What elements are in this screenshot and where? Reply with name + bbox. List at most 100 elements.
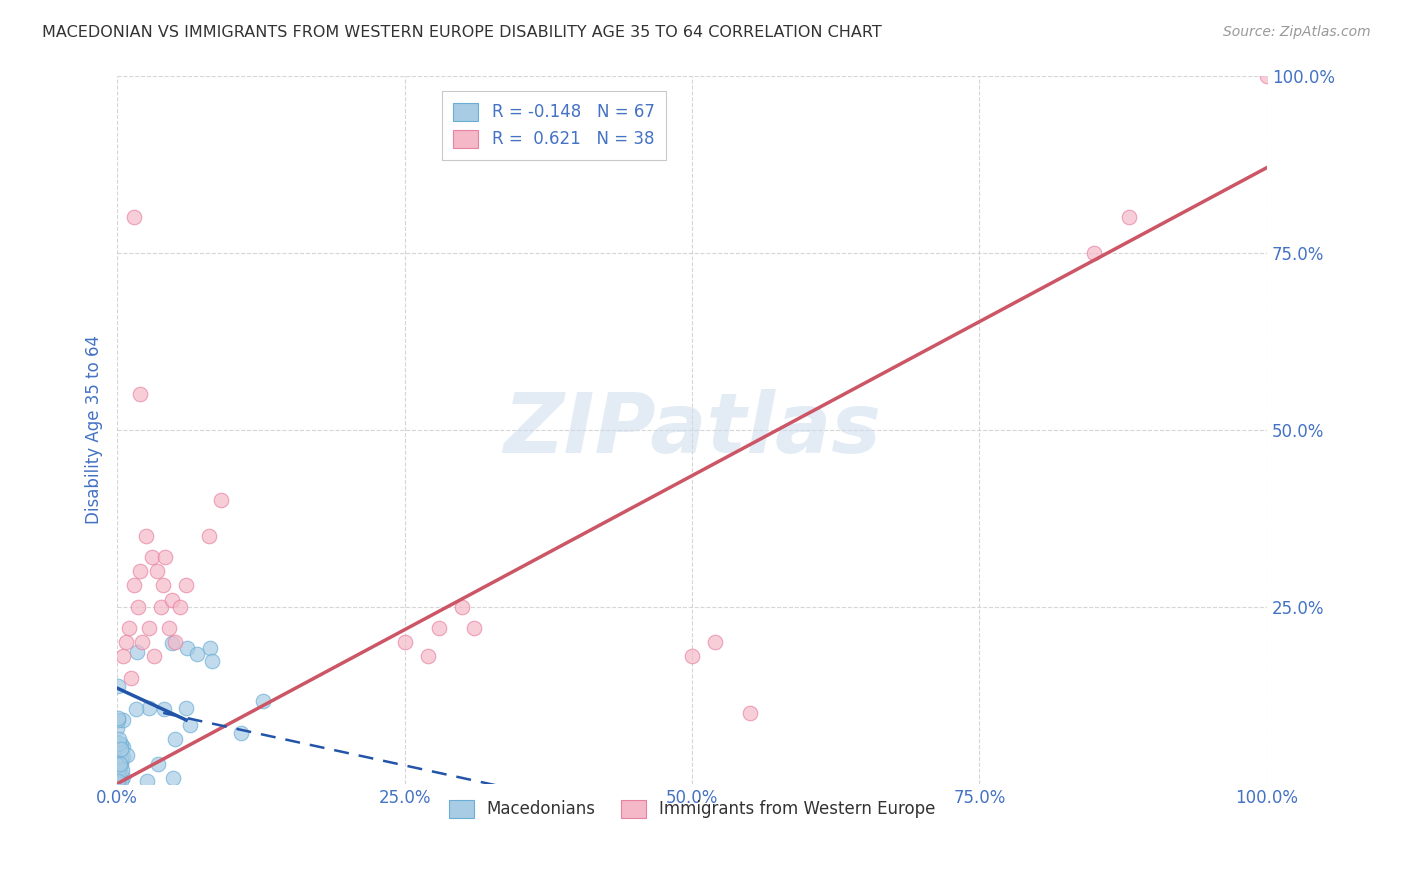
Point bbox=[135, 774, 157, 789]
Point bbox=[107, 747, 129, 761]
Point bbox=[127, 599, 149, 614]
Text: Source: ZipAtlas.com: Source: ZipAtlas.com bbox=[1223, 25, 1371, 39]
Point bbox=[146, 564, 169, 578]
Point bbox=[107, 756, 129, 770]
Point bbox=[152, 578, 174, 592]
Text: ZIPatlas: ZIPatlas bbox=[503, 389, 882, 470]
Point bbox=[129, 564, 152, 578]
Point bbox=[209, 493, 232, 508]
Point bbox=[107, 748, 129, 763]
Point bbox=[186, 647, 208, 661]
Point bbox=[124, 210, 146, 224]
Point bbox=[160, 636, 183, 650]
Point bbox=[110, 737, 132, 751]
Point bbox=[105, 775, 128, 789]
Point bbox=[120, 671, 142, 685]
Point bbox=[108, 741, 131, 756]
Point bbox=[112, 750, 135, 764]
Point bbox=[110, 771, 132, 785]
Point bbox=[704, 635, 727, 649]
Point bbox=[110, 751, 132, 765]
Text: MACEDONIAN VS IMMIGRANTS FROM WESTERN EUROPE DISABILITY AGE 35 TO 64 CORRELATION: MACEDONIAN VS IMMIGRANTS FROM WESTERN EU… bbox=[42, 25, 882, 40]
Point bbox=[108, 762, 131, 776]
Point bbox=[107, 771, 129, 785]
Point bbox=[115, 635, 138, 649]
Point bbox=[1083, 245, 1105, 260]
Point bbox=[108, 756, 131, 771]
Point bbox=[110, 742, 132, 756]
Point bbox=[416, 649, 439, 664]
Point bbox=[146, 756, 169, 771]
Point bbox=[108, 759, 131, 773]
Point bbox=[110, 768, 132, 782]
Point bbox=[118, 621, 141, 635]
Point bbox=[141, 550, 163, 565]
Point bbox=[108, 772, 131, 787]
Point bbox=[107, 755, 129, 769]
Point bbox=[105, 767, 128, 781]
Point bbox=[110, 756, 132, 771]
Point bbox=[153, 702, 176, 716]
Point bbox=[105, 764, 128, 778]
Point bbox=[108, 756, 131, 770]
Point bbox=[110, 774, 132, 789]
Point bbox=[176, 641, 198, 656]
Point bbox=[179, 717, 201, 731]
Legend: Macedonians, Immigrants from Western Europe: Macedonians, Immigrants from Western Eur… bbox=[441, 793, 942, 825]
Point bbox=[111, 739, 134, 754]
Point bbox=[138, 621, 160, 635]
Point bbox=[110, 765, 132, 780]
Point bbox=[155, 550, 177, 565]
Point bbox=[107, 762, 129, 776]
Point bbox=[107, 731, 129, 746]
Point bbox=[107, 756, 129, 770]
Point bbox=[201, 654, 224, 668]
Point bbox=[107, 739, 129, 753]
Point bbox=[149, 599, 172, 614]
Point bbox=[157, 621, 180, 635]
Point bbox=[1118, 210, 1140, 224]
Point bbox=[162, 771, 184, 785]
Point bbox=[738, 706, 761, 720]
Point bbox=[107, 774, 129, 789]
Point bbox=[451, 599, 474, 614]
Point bbox=[107, 741, 129, 756]
Point bbox=[198, 641, 221, 656]
Point bbox=[252, 694, 274, 708]
Point bbox=[394, 635, 416, 649]
Point bbox=[1256, 69, 1278, 83]
Point bbox=[107, 679, 129, 693]
Point bbox=[143, 649, 166, 664]
Point bbox=[131, 635, 153, 649]
Point bbox=[107, 744, 129, 758]
Point bbox=[108, 757, 131, 772]
Point bbox=[198, 529, 221, 543]
Point bbox=[111, 763, 134, 777]
Point bbox=[231, 726, 253, 740]
Point bbox=[107, 714, 129, 728]
Point bbox=[110, 753, 132, 767]
Point bbox=[105, 722, 128, 736]
Point bbox=[108, 769, 131, 783]
Point bbox=[105, 752, 128, 766]
Point bbox=[107, 769, 129, 783]
Point bbox=[107, 762, 129, 776]
Point bbox=[127, 644, 149, 658]
Point bbox=[124, 578, 146, 592]
Point bbox=[138, 701, 160, 715]
Point bbox=[463, 621, 485, 635]
Point bbox=[427, 621, 450, 635]
Point bbox=[110, 742, 132, 756]
Y-axis label: Disability Age 35 to 64: Disability Age 35 to 64 bbox=[86, 335, 103, 524]
Point bbox=[174, 578, 197, 592]
Point bbox=[162, 592, 184, 607]
Point bbox=[115, 748, 138, 763]
Point bbox=[111, 649, 134, 664]
Point bbox=[108, 757, 131, 772]
Point bbox=[163, 635, 186, 649]
Point bbox=[129, 387, 152, 401]
Point bbox=[105, 746, 128, 760]
Point bbox=[107, 711, 129, 725]
Point bbox=[135, 529, 157, 543]
Point bbox=[124, 702, 146, 716]
